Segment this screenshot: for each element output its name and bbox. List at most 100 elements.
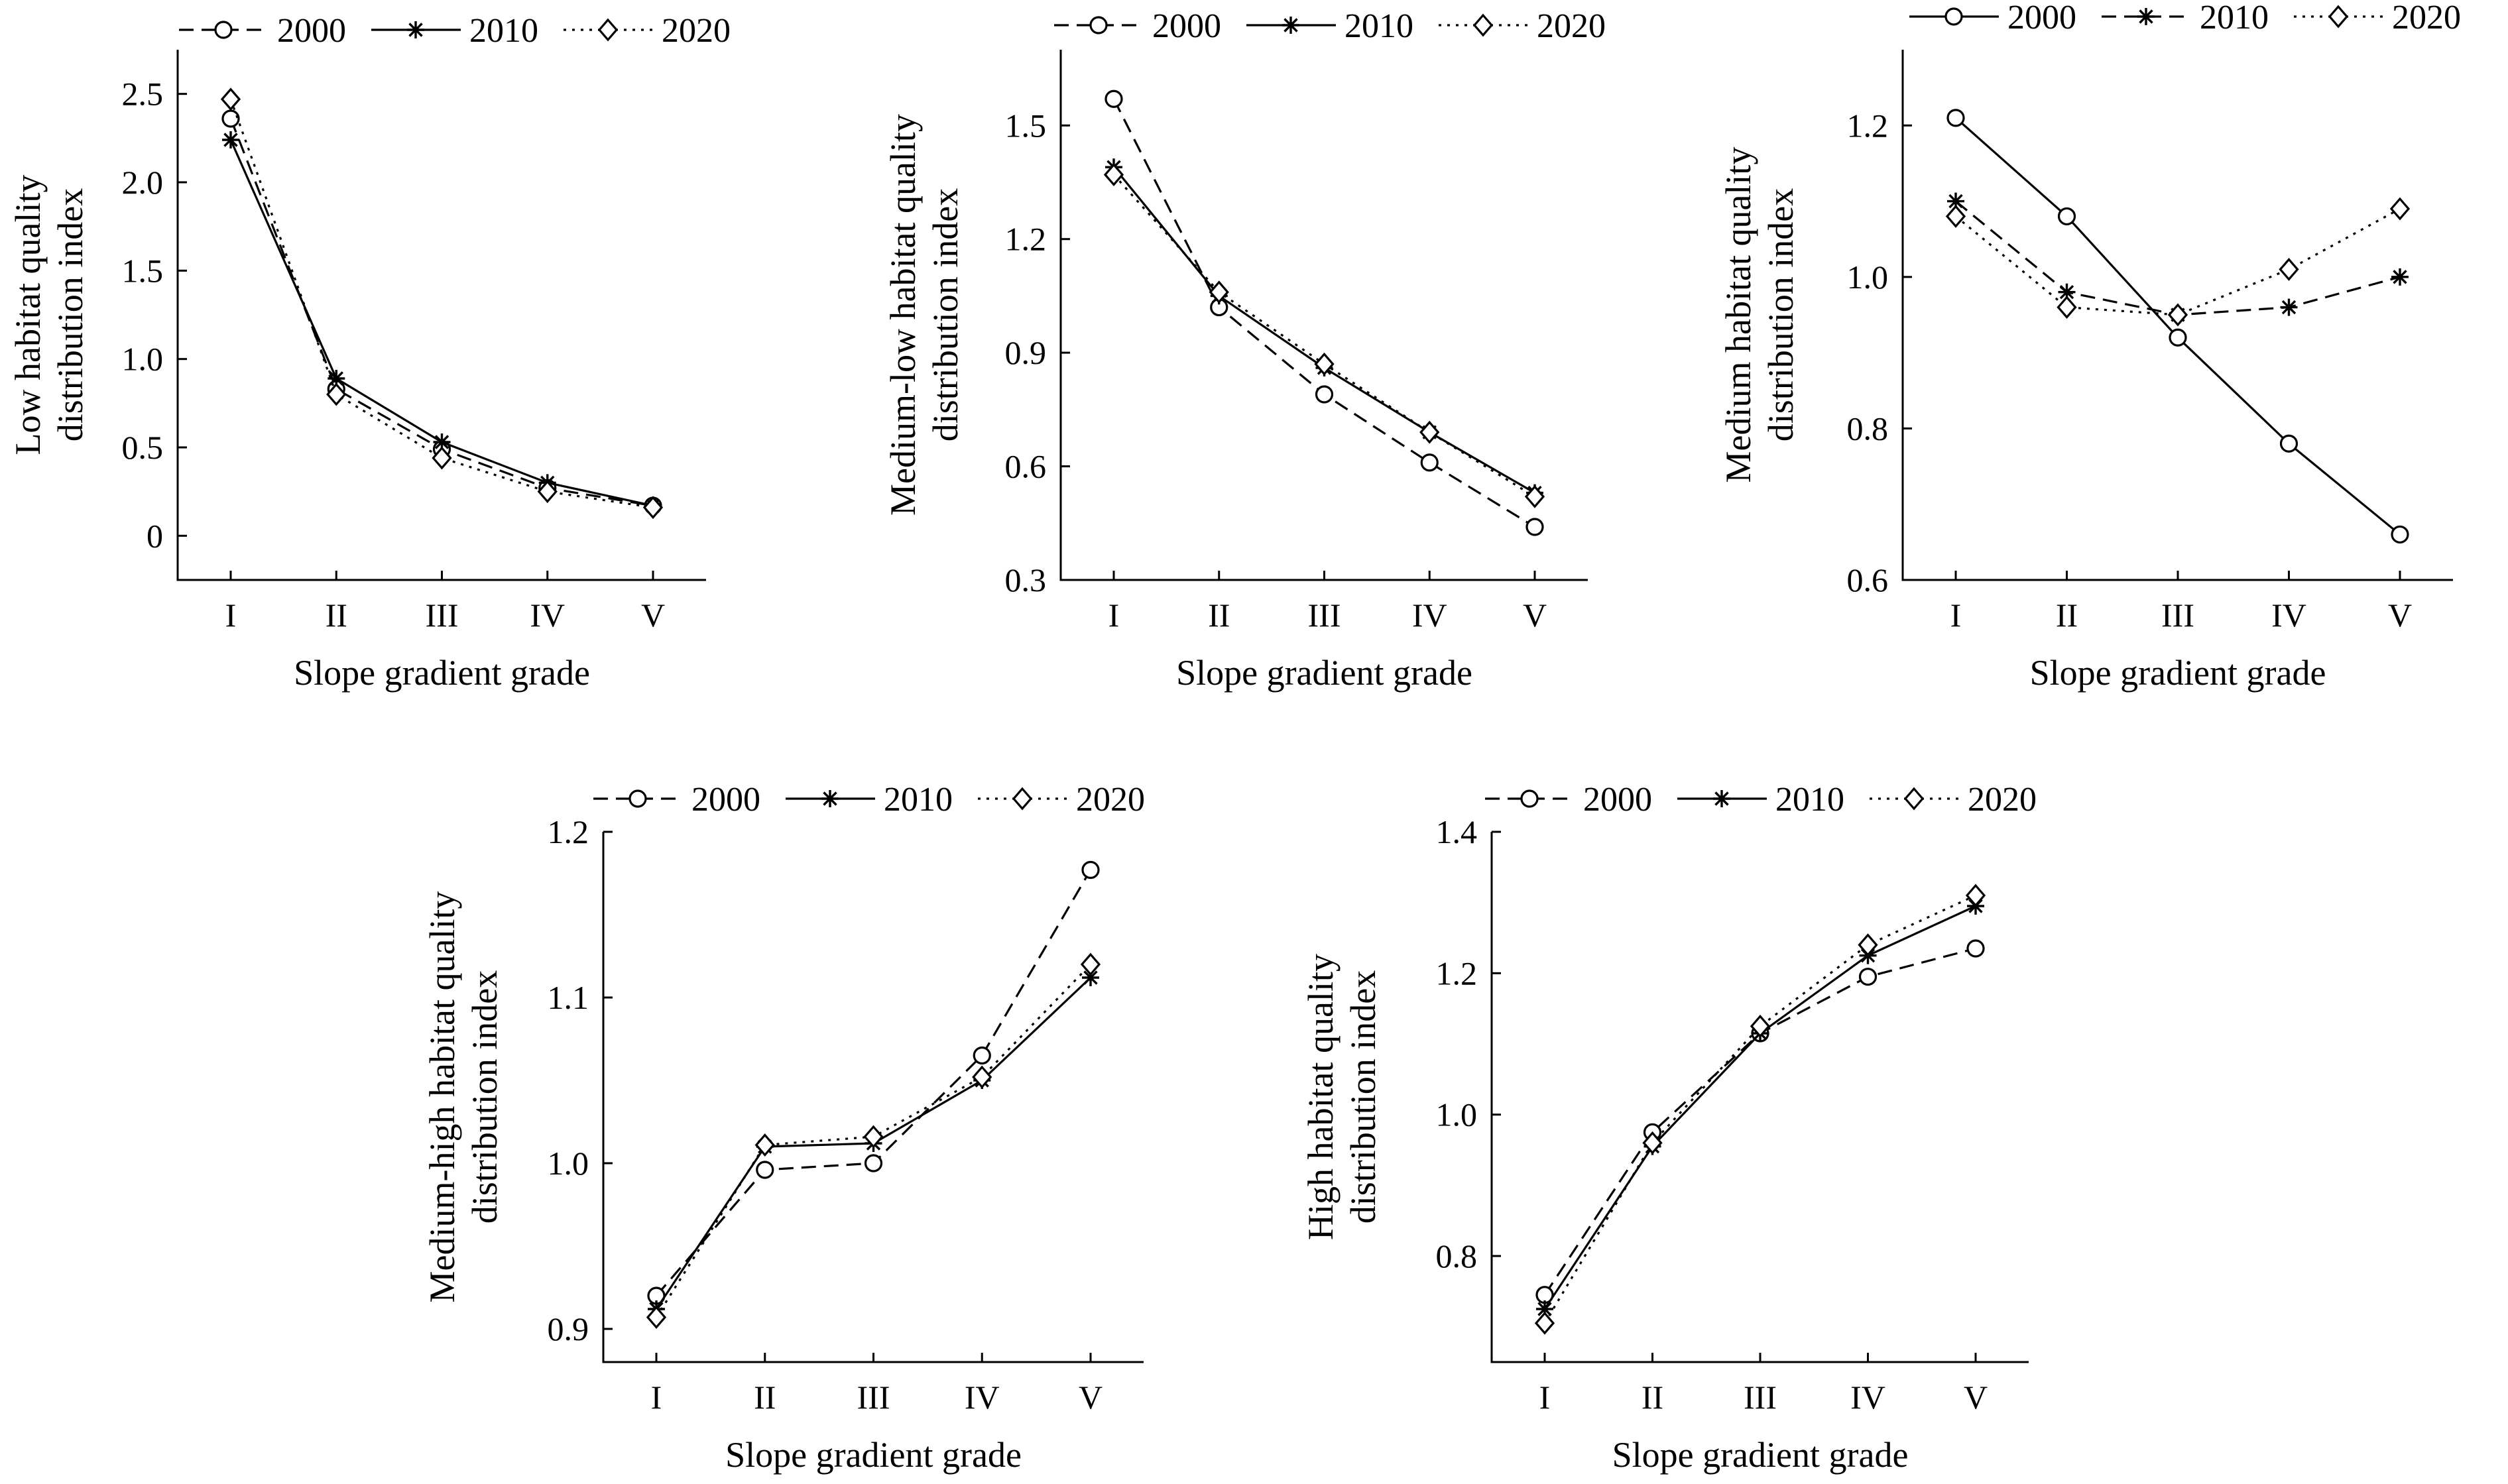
- legend-label-2000: 2000: [2007, 0, 2076, 36]
- data-point-2020-II: [326, 382, 347, 406]
- data-point-legend-2010: [2137, 8, 2155, 25]
- data-point-2020-IV: [2279, 257, 2299, 281]
- series-line-2020: [229, 99, 654, 509]
- y-axis-title: distribution index: [50, 188, 90, 441]
- data-point-2000-V: [1081, 860, 1100, 880]
- data-point-legend-2010: [1713, 790, 1730, 807]
- data-point-2020-V: [1524, 485, 1545, 508]
- x-tick-label: III: [1744, 1379, 1777, 1416]
- legend-label-2010: 2010: [1775, 781, 1844, 819]
- x-tick-label: I: [1539, 1379, 1551, 1416]
- x-tick-label: V: [1079, 1379, 1103, 1416]
- series-line-2000: [1543, 947, 1976, 1296]
- series-line-2010: [1112, 166, 1535, 494]
- data-point-legend-2010: [407, 21, 424, 38]
- legend-label-2010: 2010: [469, 12, 538, 50]
- data-point-2020-IV: [537, 480, 558, 504]
- y-tick-label: 0.8: [1436, 1237, 1478, 1275]
- data-point-2010-V: [2391, 268, 2409, 286]
- y-tick-label: 2.5: [122, 76, 164, 113]
- y-tick-label: 1.1: [548, 979, 589, 1016]
- x-tick-label: I: [1108, 597, 1120, 634]
- x-tick-label: V: [1964, 1379, 1988, 1416]
- y-axis-title: Low habitat quality: [8, 175, 48, 455]
- data-point-2020-V: [2389, 197, 2411, 221]
- legend-label-2000: 2000: [277, 12, 346, 50]
- x-tick-label: III: [426, 597, 459, 634]
- x-tick-label: I: [651, 1379, 662, 1416]
- x-tick-label: II: [1208, 597, 1230, 634]
- data-point-2020-III: [863, 1125, 884, 1149]
- series-2020: [646, 952, 1101, 1329]
- data-point-legend-2010: [821, 790, 839, 807]
- y-axis-title: Medium-high habitat quality: [422, 891, 462, 1303]
- series-line-2000: [655, 869, 1092, 1297]
- y-tick-label: 0: [147, 517, 163, 554]
- data-point-2020-III: [2167, 303, 2188, 327]
- x-axis-title: Slope gradient grade: [1612, 1435, 1909, 1475]
- x-tick-label: I: [1950, 597, 1962, 634]
- data-point-2020-I: [1103, 163, 1124, 187]
- data-point-legend-2000: [1089, 16, 1108, 34]
- data-point-2020-II: [1209, 280, 1229, 304]
- series-line-2020: [1543, 894, 1976, 1324]
- y-tick-label: 1.2: [1436, 954, 1478, 992]
- data-point-2000-I: [1946, 109, 1965, 127]
- data-point-2010-V: [1082, 969, 1099, 986]
- data-point-2020-IV: [1858, 933, 1878, 957]
- x-tick-label: V: [2388, 597, 2412, 634]
- data-point-2000-V: [1525, 518, 1544, 536]
- y-tick-label: 0.9: [1005, 334, 1047, 371]
- series-line-2000: [1112, 98, 1535, 528]
- y-axis-title: distribution index: [1761, 188, 1801, 441]
- data-point-2020-II: [2057, 296, 2077, 319]
- axis-lines: [1059, 50, 1588, 581]
- data-point-2000-I: [1105, 89, 1123, 108]
- x-axis-title: Slope gradient grade: [2030, 653, 2326, 693]
- y-tick-label: 0.6: [1005, 448, 1047, 485]
- y-tick-label: 0.5: [122, 429, 164, 466]
- data-point-2010-I: [1947, 192, 1964, 210]
- series-2020: [1103, 163, 1545, 508]
- x-axis-title: Slope gradient grade: [1176, 653, 1472, 693]
- data-point-2000-V: [2391, 525, 2409, 544]
- data-point-2020-II: [1642, 1131, 1663, 1155]
- series-line-2010: [1954, 200, 2401, 316]
- x-tick-label: V: [641, 597, 665, 634]
- y-tick-label: 1.4: [1436, 813, 1478, 850]
- y-tick-label: 1.0: [1847, 258, 1889, 296]
- x-tick-label: IV: [1850, 1379, 1885, 1416]
- legend: 2000 2010 2020: [1054, 7, 1606, 45]
- y-tick-label: 0.8: [1847, 410, 1889, 447]
- data-point-2020-III: [432, 446, 452, 470]
- axis-lines: [176, 50, 706, 581]
- legend-label-2020: 2020: [1076, 781, 1145, 819]
- legend-label-2010: 2010: [884, 781, 953, 819]
- legend-label-2020: 2020: [1968, 781, 2037, 819]
- legend: 2000 2010 2020: [1485, 781, 2037, 819]
- y-tick-label: 2.0: [122, 164, 164, 201]
- data-point-2000-III: [1315, 385, 1334, 404]
- y-axis-title: distribution index: [465, 970, 505, 1224]
- data-point-2000-III: [864, 1154, 883, 1172]
- legend-label-2000: 2000: [1583, 781, 1652, 819]
- x-axis-title: Slope gradient grade: [294, 653, 590, 693]
- data-point-2000-IV: [2279, 434, 2299, 453]
- data-point-2020-I: [220, 87, 241, 111]
- y-axis-title: High habitat quality: [1301, 954, 1341, 1240]
- legend: 2000 2010 2020: [593, 781, 1145, 819]
- x-tick-label: II: [1642, 1379, 1663, 1416]
- y-tick-label: 1.2: [1005, 221, 1047, 258]
- data-point-2000-IV: [1420, 453, 1439, 472]
- y-tick-label: 1.0: [548, 1145, 589, 1182]
- legend: 2000 2010 2020: [179, 12, 731, 50]
- data-point-legend-2010: [1282, 17, 1299, 34]
- data-point-2010-II: [328, 370, 345, 387]
- legend-label-2020: 2020: [1537, 7, 1606, 45]
- y-tick-label: 1.0: [1436, 1096, 1478, 1133]
